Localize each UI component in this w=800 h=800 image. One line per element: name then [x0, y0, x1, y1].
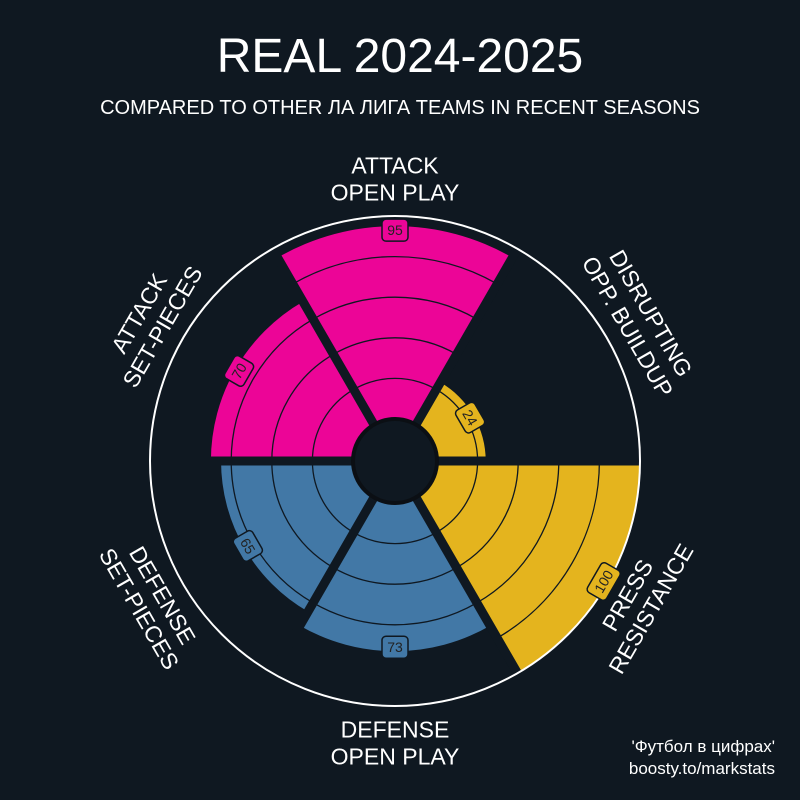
grid-group	[230, 255, 601, 639]
dividers-group	[150, 246, 640, 676]
value-badge-0: 95	[381, 218, 409, 242]
grid-arc-3-1	[333, 567, 457, 585]
category-label-0-line-1: OPEN PLAY	[331, 180, 460, 206]
value-badge-4: 65	[232, 529, 264, 563]
chart-title: REAL 2024-2025	[217, 30, 584, 83]
grid-arc-5-2	[230, 318, 314, 462]
category-label-3: DEFENSE OPEN PLAY	[331, 717, 460, 770]
value-badge-box-0	[381, 218, 409, 242]
value-badge-box-4	[232, 529, 264, 563]
credit-line-2: boosty.to/markstats	[629, 759, 775, 778]
grid-arc-3-0	[353, 531, 437, 545]
grid-arc-0-3	[292, 255, 498, 285]
grid-arc-5-0	[311, 388, 355, 462]
grid-arc-4-0	[311, 460, 355, 534]
center-hole	[351, 417, 439, 505]
divider-3	[412, 495, 522, 676]
value-badge-box-3	[381, 635, 409, 659]
sector-0	[277, 226, 513, 425]
sector-3	[299, 497, 491, 652]
sector-5	[210, 301, 374, 461]
category-label-4: DEFENSESET-PIECES	[94, 530, 208, 674]
divider-0	[268, 246, 378, 427]
divider-1	[412, 246, 522, 427]
grid-arc-4-1	[271, 460, 334, 569]
value-badge-1: 24	[454, 401, 486, 434]
grid-arc-0-0	[353, 377, 437, 391]
category-label-0: ATTACK OPEN PLAY	[331, 153, 460, 206]
value-label-3: 73	[387, 639, 403, 655]
grid-arc-2-2	[476, 460, 560, 604]
outer-ring	[149, 215, 641, 707]
category-label-3-line-0: DEFENSE	[341, 717, 450, 743]
grid-arc-0-1	[333, 337, 457, 355]
credit-line-1: 'Футбол в цифрах'	[631, 737, 775, 756]
sector-2	[416, 461, 640, 674]
value-badge-box-1	[454, 401, 486, 434]
chart-subtitle: COMPARED TO OTHER ЛА ЛИГА TEAMS IN RECEN…	[100, 97, 700, 119]
value-label-1: 24	[459, 407, 481, 429]
value-badge-3: 73	[381, 635, 409, 659]
value-badge-box-2	[586, 561, 622, 602]
grid-arc-2-1	[456, 460, 519, 569]
value-label-5: 70	[228, 360, 250, 382]
grid-arc-3-2	[312, 602, 478, 626]
value-label-0: 95	[387, 222, 403, 238]
grid-arc-0-2	[312, 296, 478, 320]
grid-arc-2-3	[496, 460, 601, 639]
value-badge-5: 70	[223, 354, 255, 387]
grid-arc-5-1	[271, 353, 334, 462]
category-label-5: ATTACKSET-PIECES	[94, 248, 208, 392]
value-badge-box-5	[223, 354, 255, 387]
grid-arc-2-0	[435, 460, 479, 534]
value-label-4: 65	[237, 535, 259, 557]
category-label-3-line-1: OPEN PLAY	[331, 744, 460, 770]
divider-4	[268, 495, 378, 676]
category-label-0-line-0: ATTACK	[351, 153, 439, 179]
